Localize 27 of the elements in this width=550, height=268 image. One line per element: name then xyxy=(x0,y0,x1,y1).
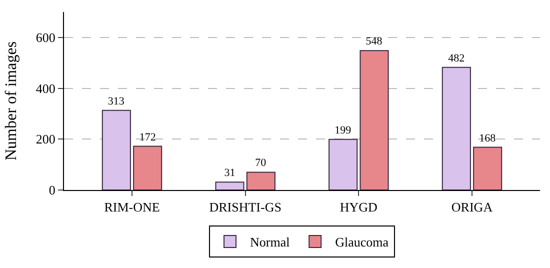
y-tick-label: 0 xyxy=(48,182,56,198)
data-label: 168 xyxy=(479,132,496,144)
bar xyxy=(360,50,389,190)
x-tick-label: DRISHTI-GS xyxy=(209,200,282,215)
y-tick-label: 400 xyxy=(36,80,56,96)
data-label: 313 xyxy=(108,95,125,108)
y-axis-title: Number of images xyxy=(2,41,20,161)
bar xyxy=(133,146,162,190)
data-label: 199 xyxy=(334,124,352,136)
x-tick-label: ORIGA xyxy=(451,200,494,215)
y-tick-label: 600 xyxy=(36,30,56,45)
bar xyxy=(215,182,244,190)
data-label: 172 xyxy=(139,131,156,144)
x-tick-label: HYGD xyxy=(340,200,378,215)
legend-label: Normal xyxy=(250,234,290,250)
bar xyxy=(246,172,276,190)
bar xyxy=(328,138,358,190)
y-tick-label: 200 xyxy=(36,132,56,147)
data-label: 548 xyxy=(366,36,383,48)
data-label: 482 xyxy=(448,52,465,64)
x-tick-label: RIM-ONE xyxy=(104,200,160,215)
data-label: 70 xyxy=(255,157,267,170)
bar xyxy=(442,66,471,190)
bar xyxy=(473,146,502,190)
legend-label: Glaucoma xyxy=(335,234,389,250)
bar xyxy=(102,110,131,190)
data-label: 31 xyxy=(224,167,236,180)
